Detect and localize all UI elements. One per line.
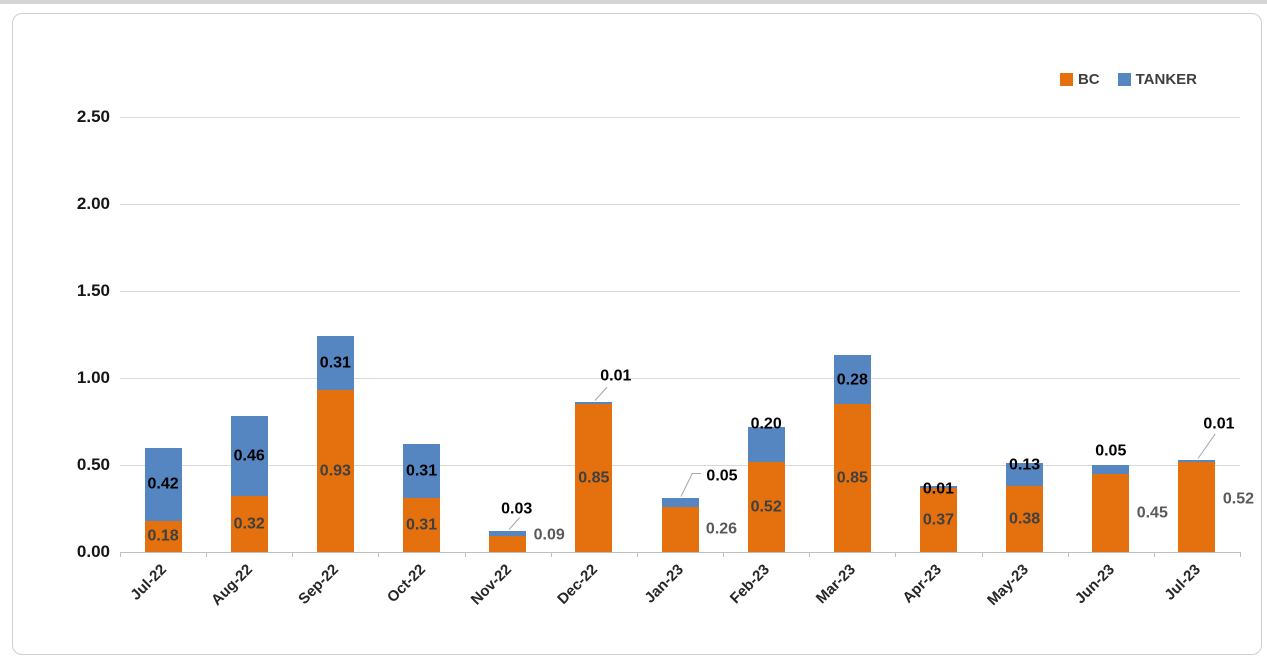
data-label-tanker: 0.01: [1203, 415, 1235, 433]
bar-segment-bc[interactable]: [230, 496, 268, 552]
data-label-tanker: 0.31: [405, 462, 438, 480]
bar-segment-bc[interactable]: [747, 461, 785, 552]
data-label-bc: 0.52: [750, 498, 782, 516]
x-axis-tick: [464, 552, 466, 557]
x-axis-tick: [378, 552, 380, 557]
x-axis-tick: [120, 552, 121, 557]
bar-segment-bc[interactable]: [316, 390, 354, 552]
data-label-tanker: 0.01: [600, 367, 632, 385]
x-axis-tick: [895, 552, 897, 557]
gridline: [120, 378, 1240, 379]
y-axis-tick-label: 2.50: [76, 107, 110, 126]
bar-segment-bc[interactable]: [1092, 473, 1130, 552]
data-label-bc: 0.38: [1009, 510, 1041, 528]
data-label-bc: 0.85: [578, 469, 610, 487]
gridline: [120, 204, 1240, 205]
data-label-tanker: 0.05: [706, 467, 738, 485]
data-label-bc: 0.85: [836, 469, 868, 487]
x-axis-tick: [723, 552, 725, 557]
bar-segment-tanker[interactable]: [230, 416, 268, 497]
y-axis-tick-label: 1.50: [76, 281, 110, 300]
legend-item-tanker[interactable]: TANKER: [1117, 71, 1197, 88]
x-axis-tick: [636, 552, 638, 557]
bar-segment-bc[interactable]: [403, 498, 441, 552]
data-label-bc: 0.09: [533, 526, 565, 544]
x-axis-tick: [292, 552, 294, 557]
bar-segment-bc[interactable]: [144, 520, 182, 552]
bar-segment-tanker[interactable]: [575, 402, 613, 405]
legend-swatch-icon: [1117, 73, 1131, 86]
bar-segment-tanker[interactable]: [919, 485, 957, 488]
y-axis-tick-label: 1.00: [76, 368, 110, 387]
data-label-tanker: 0.03: [501, 500, 533, 518]
bar-segment-tanker[interactable]: [747, 426, 785, 462]
data-label-bc: 0.31: [405, 516, 438, 534]
bar-segment-bc[interactable]: [575, 404, 613, 552]
bar-segment-tanker[interactable]: [1092, 465, 1130, 474]
bar-segment-tanker[interactable]: [661, 498, 699, 507]
data-label-bc: 0.45: [1136, 504, 1168, 522]
bar-segment-bc[interactable]: [661, 506, 699, 552]
data-label-tanker: 0.13: [1009, 456, 1041, 474]
x-axis-tick: [1153, 552, 1155, 557]
y-axis-tick-label: 2.00: [76, 194, 110, 213]
leader-line: [692, 472, 702, 474]
bar-segment-bc[interactable]: [1006, 485, 1044, 552]
data-label-tanker: 0.05: [1095, 442, 1127, 460]
data-label-bc: 0.18: [147, 527, 179, 545]
legend-swatch-icon: [1059, 73, 1073, 86]
legend-label: BC: [1077, 71, 1100, 88]
data-label-tanker: 0.28: [836, 371, 868, 389]
x-axis-tick: [809, 552, 811, 557]
data-label-tanker: 0.46: [233, 447, 265, 465]
window-edge-strip: [0, 0, 1267, 4]
data-label-bc: 0.93: [319, 462, 351, 480]
bar-segment-tanker[interactable]: [316, 336, 354, 391]
bar-segment-tanker[interactable]: [144, 447, 182, 521]
legend-item-bc[interactable]: BC: [1059, 71, 1100, 88]
legend: BC TANKER: [1059, 71, 1197, 88]
bar-segment-bc[interactable]: [489, 536, 527, 552]
data-label-tanker: 0.31: [319, 354, 351, 372]
data-label-tanker: 0.42: [147, 475, 179, 493]
x-axis-tick: [1067, 552, 1069, 557]
bar-segment-tanker[interactable]: [403, 444, 441, 499]
bar-segment-tanker[interactable]: [833, 355, 871, 405]
bar-segment-tanker[interactable]: [489, 531, 527, 537]
x-axis-line: [120, 552, 1240, 553]
data-label-bc: 0.52: [1222, 490, 1254, 508]
x-axis-tick: [206, 552, 208, 557]
x-axis-tick: [1240, 552, 1241, 557]
data-label-bc: 0.26: [705, 520, 738, 538]
data-label-bc: 0.32: [233, 515, 265, 533]
x-axis-tick: [550, 552, 552, 557]
bar-segment-bc[interactable]: [919, 487, 957, 552]
data-label-tanker: 0.01: [922, 480, 955, 498]
gridline: [120, 291, 1240, 292]
x-axis-tick: [981, 552, 983, 557]
bar-segment-bc[interactable]: [1178, 461, 1216, 552]
gridline: [120, 117, 1240, 118]
data-label-bc: 0.37: [922, 511, 955, 529]
chart-frame: [12, 13, 1262, 655]
y-axis-tick-label: 0.00: [76, 542, 110, 561]
bar-segment-bc[interactable]: [833, 404, 871, 552]
bar-segment-tanker[interactable]: [1006, 463, 1044, 486]
legend-label: TANKER: [1135, 71, 1197, 88]
data-label-tanker: 0.20: [750, 415, 782, 433]
gridline: [120, 465, 1240, 466]
bar-segment-tanker[interactable]: [1178, 459, 1216, 462]
y-axis-tick-label: 0.50: [76, 455, 110, 474]
